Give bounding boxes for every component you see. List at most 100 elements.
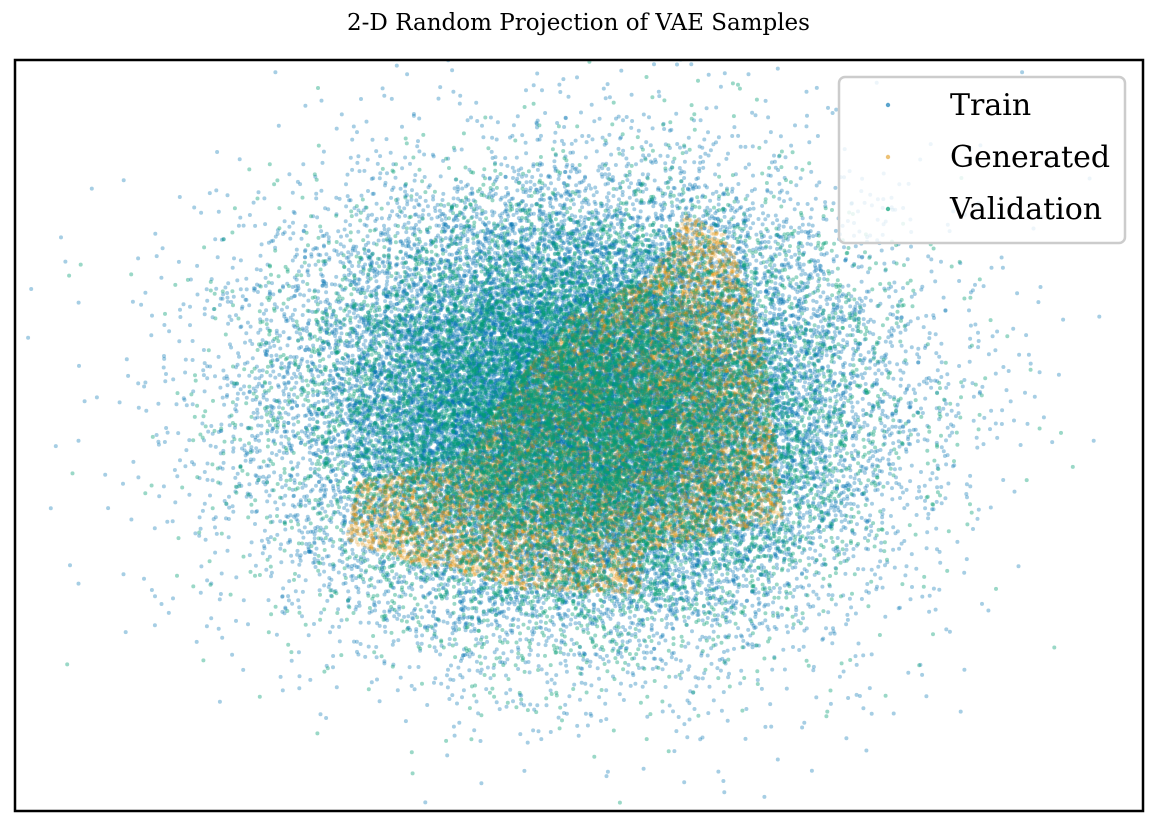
data-point (268, 373, 273, 378)
data-point (664, 625, 669, 630)
data-point (988, 427, 992, 432)
data-point (247, 303, 252, 308)
data-point (489, 149, 494, 154)
data-point (501, 651, 506, 656)
data-point (946, 382, 951, 386)
data-point (486, 220, 491, 225)
data-point (312, 536, 317, 541)
data-point (489, 622, 494, 627)
data-point (805, 499, 810, 504)
data-point (906, 670, 911, 675)
data-point (768, 245, 773, 250)
data-point (741, 584, 746, 588)
data-point (506, 815, 510, 819)
data-point (682, 619, 687, 624)
data-point (766, 240, 771, 244)
data-point (433, 267, 437, 272)
data-point (678, 145, 682, 150)
data-point (288, 236, 293, 241)
data-point (451, 89, 456, 94)
data-point (810, 44, 814, 48)
data-point (222, 402, 227, 407)
data-point (331, 665, 335, 670)
data-point (797, 225, 802, 230)
data-point (667, 703, 672, 708)
data-point (202, 306, 207, 311)
data-point (830, 593, 835, 598)
data-point (217, 303, 222, 307)
data-point (290, 601, 295, 606)
data-point (1004, 388, 1009, 393)
data-point (488, 115, 493, 120)
data-point (121, 178, 126, 183)
data-point (600, 135, 605, 140)
data-point (471, 241, 476, 245)
data-point (853, 244, 858, 249)
data-point (815, 134, 820, 138)
data-point (702, 137, 707, 142)
data-point (672, 749, 677, 754)
data-point (943, 496, 948, 501)
data-point (504, 186, 509, 190)
data-point (238, 287, 243, 292)
data-point (649, 577, 654, 582)
data-point (848, 304, 853, 309)
data-point (153, 231, 158, 236)
data-point (793, 344, 798, 349)
data-point (356, 590, 361, 595)
data-point (909, 345, 914, 350)
data-point (366, 644, 371, 649)
data-point (869, 711, 874, 716)
data-point (377, 699, 382, 704)
data-point (687, 664, 692, 669)
data-point (317, 364, 322, 369)
data-point (243, 340, 247, 345)
data-point (516, 655, 520, 660)
data-point (841, 497, 846, 502)
data-point (809, 768, 814, 773)
data-point (159, 602, 164, 606)
data-point (701, 165, 706, 170)
data-point (756, 608, 761, 612)
data-point (682, 176, 687, 180)
data-point (789, 143, 794, 148)
data-point (425, 204, 430, 209)
data-point (650, 666, 655, 671)
data-point (1006, 369, 1011, 373)
data-point (675, 142, 680, 146)
data-point (743, 144, 748, 149)
data-point (198, 526, 203, 531)
data-point (564, 247, 569, 252)
data-point (789, 343, 794, 348)
data-point (543, 111, 548, 115)
data-point (254, 446, 259, 451)
data-point (256, 423, 261, 428)
data-point (803, 271, 808, 276)
data-point (944, 462, 949, 467)
data-point (782, 667, 787, 672)
data-point (289, 658, 294, 663)
data-point (336, 607, 341, 612)
data-point (777, 252, 782, 257)
data-point (389, 195, 393, 200)
data-point (563, 702, 568, 707)
data-point (324, 252, 329, 257)
data-point (288, 513, 293, 518)
data-point (665, 154, 670, 159)
data-point (273, 500, 278, 505)
data-point (945, 372, 950, 377)
data-point (631, 673, 636, 678)
data-point (474, 637, 479, 642)
data-point (514, 155, 519, 160)
data-point (733, 606, 738, 611)
data-point (203, 537, 208, 542)
data-point (671, 650, 676, 655)
data-point (850, 327, 855, 332)
data-point (392, 614, 397, 619)
data-point (851, 443, 856, 448)
data-point (235, 397, 240, 401)
data-point (265, 499, 270, 504)
data-point (769, 724, 774, 729)
data-point (484, 687, 489, 692)
data-point (982, 415, 987, 420)
